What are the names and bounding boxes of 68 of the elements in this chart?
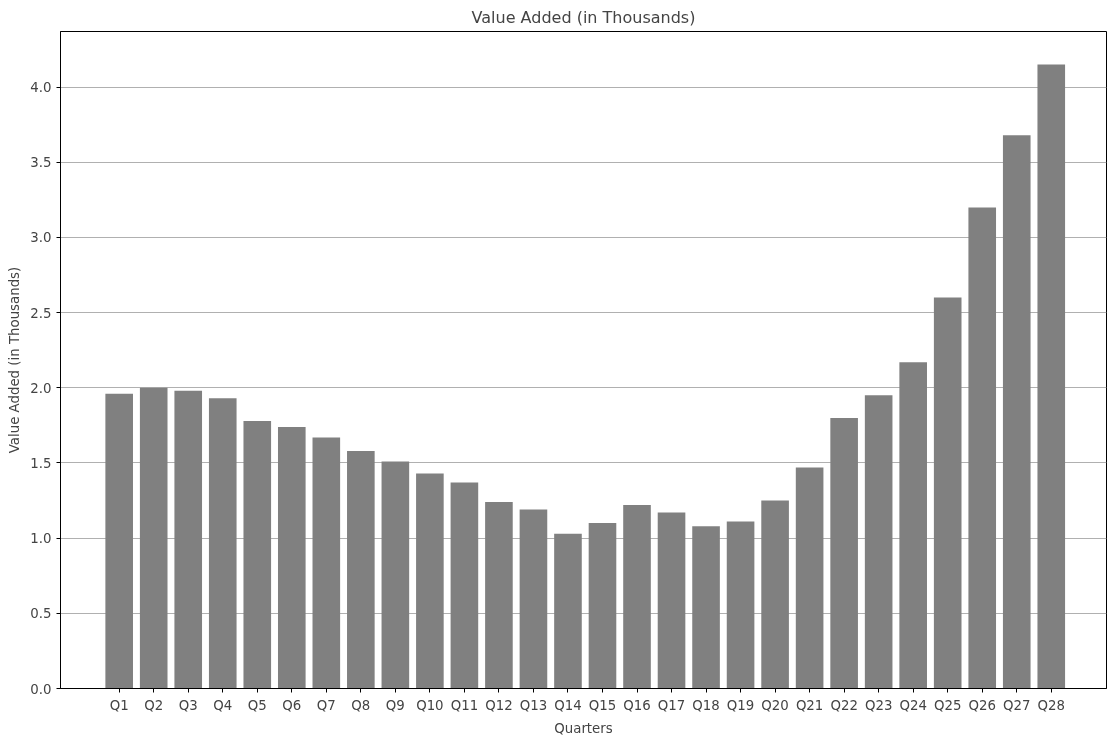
x-tick-label: Q14	[554, 697, 582, 713]
y-tick-label: 1.0	[30, 531, 52, 547]
bar	[933, 297, 962, 689]
bar	[381, 461, 410, 689]
bar	[485, 502, 513, 689]
x-tick-label: Q9	[385, 697, 405, 713]
bar	[795, 467, 824, 689]
x-tick-label: Q22	[830, 697, 858, 713]
bar	[623, 505, 651, 689]
bar	[347, 450, 375, 689]
x-tick-label: Q11	[450, 697, 479, 713]
x-tick-label: Q1	[109, 697, 129, 713]
x-tick-label: Q2	[144, 697, 164, 713]
y-tick-label: 0.5	[30, 606, 52, 622]
x-tick-label: Q27	[1003, 697, 1031, 713]
x-tick-label: Q16	[623, 697, 651, 713]
y-tick-label: 2.0	[30, 380, 52, 396]
bar	[761, 500, 789, 689]
x-tick-label: Q3	[178, 697, 198, 713]
bar	[899, 362, 927, 689]
y-tick-label: 1.5	[30, 455, 52, 471]
y-tick-label: 2.5	[30, 305, 52, 321]
y-tick-label: 4.0	[30, 80, 52, 96]
bar	[864, 395, 893, 689]
bar	[416, 473, 444, 689]
x-tick-label: Q10	[416, 697, 444, 713]
bar	[208, 398, 237, 689]
bar	[726, 521, 755, 689]
x-tick-label: Q17	[657, 697, 686, 713]
x-tick-label: Q24	[899, 697, 927, 713]
bar	[588, 523, 617, 689]
x-tick-label: Q8	[351, 697, 371, 713]
bar	[243, 420, 272, 689]
bar	[277, 426, 306, 689]
bar	[519, 509, 548, 689]
bar	[1037, 64, 1066, 689]
x-axis-title: Quarters	[554, 720, 613, 736]
x-tick-label: Q19	[726, 697, 755, 713]
x-tick-label: Q6	[282, 697, 302, 713]
bar	[139, 387, 168, 689]
x-tick-label: Q18	[692, 697, 720, 713]
x-tick-label: Q25	[933, 697, 962, 713]
x-tick-label: Q21	[795, 697, 824, 713]
y-axis-title: Value Added (in Thousands)	[7, 266, 23, 454]
x-tick-label: Q23	[864, 697, 893, 713]
bar	[968, 207, 997, 689]
x-tick-label: Q5	[247, 697, 267, 713]
x-tick-label: Q20	[761, 697, 789, 713]
x-tick-label: Q15	[588, 697, 617, 713]
bar	[692, 526, 720, 689]
x-tick-label: Q12	[485, 697, 513, 713]
bar	[830, 417, 858, 689]
bar	[554, 533, 582, 689]
y-tick-label: 0.0	[30, 681, 52, 697]
chart-title: Value Added (in Thousands)	[471, 7, 696, 27]
bar	[312, 437, 341, 689]
bar	[105, 393, 133, 689]
bar	[657, 512, 686, 689]
bar	[174, 390, 203, 689]
y-tick-label: 3.5	[30, 155, 52, 171]
y-tick-label: 3.0	[30, 230, 52, 246]
x-tick-label: Q28	[1037, 697, 1065, 713]
x-tick-label: Q13	[519, 697, 548, 713]
x-tick-label: Q4	[213, 697, 233, 713]
x-tick-label: Q7	[316, 697, 336, 713]
bar	[1002, 135, 1031, 689]
x-tick-label: Q26	[968, 697, 996, 713]
bar	[450, 482, 479, 689]
